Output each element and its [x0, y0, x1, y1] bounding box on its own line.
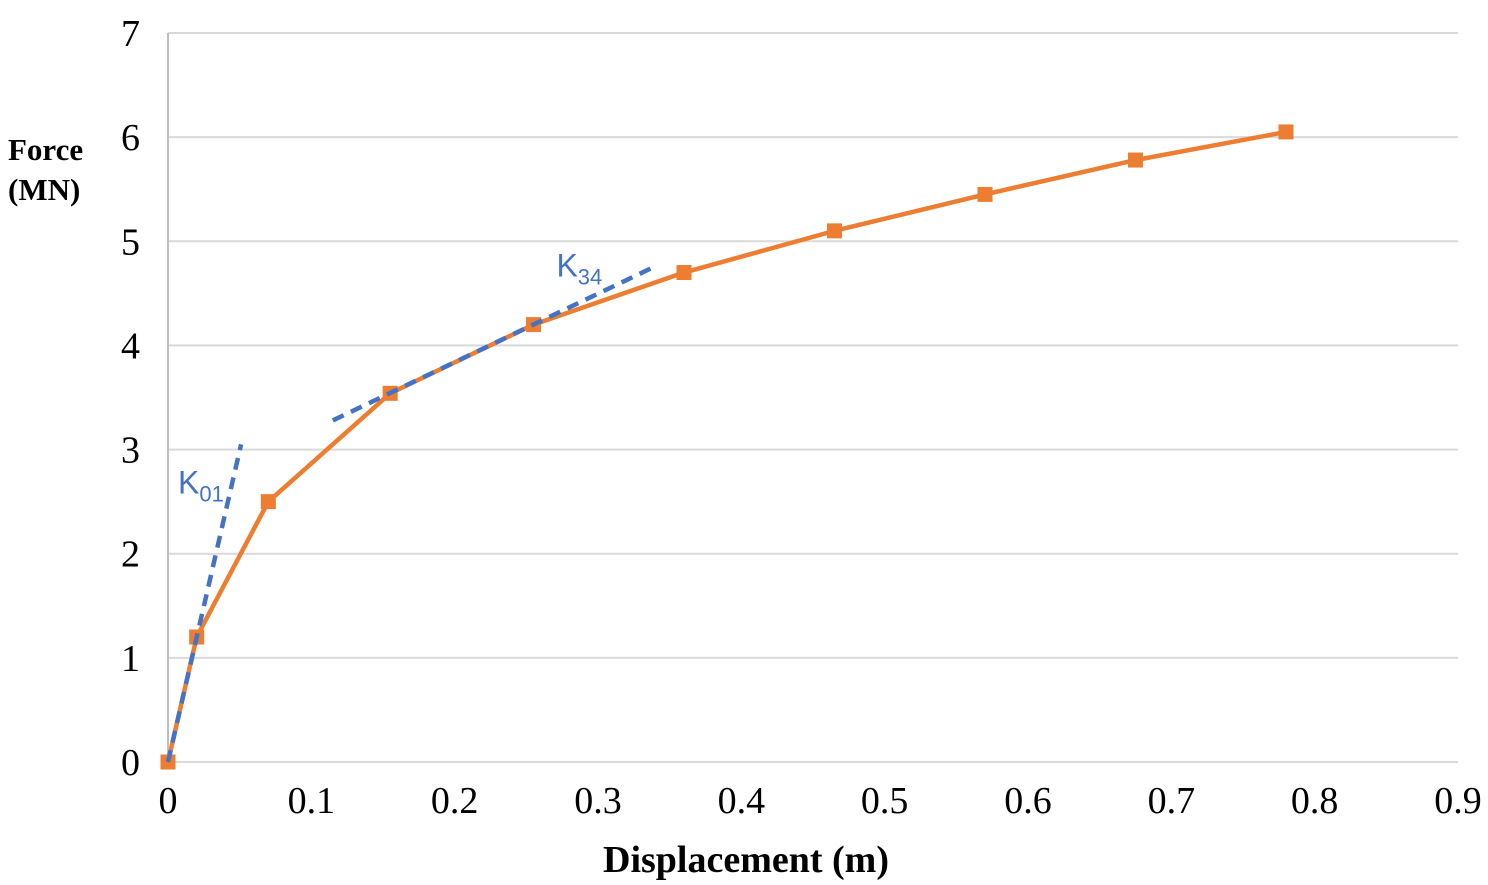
y-axis-title-line1: Force — [8, 132, 84, 167]
y-tick-label-3: 3 — [121, 430, 140, 472]
x-tick-label-0.9: 0.9 — [1434, 780, 1482, 822]
y-tick-label-6: 6 — [121, 117, 140, 159]
force-displacement-curve-marker-7 — [977, 186, 993, 202]
x-tick-label-0.1: 0.1 — [288, 780, 336, 822]
x-tick-label-0.5: 0.5 — [861, 780, 909, 822]
x-tick-label-0.4: 0.4 — [718, 780, 766, 822]
x-tick-label-0: 0 — [159, 780, 178, 822]
x-tick-label-0.6: 0.6 — [1004, 780, 1052, 822]
y-tick-label-4: 4 — [121, 325, 140, 367]
y-tick-label-0: 0 — [121, 742, 140, 784]
K01-label: K01 — [178, 464, 224, 506]
y-tick-label-1: 1 — [121, 638, 140, 680]
force-displacement-curve-marker-8 — [1128, 152, 1143, 168]
K01-initial-stiffness-tangent — [165, 443, 244, 763]
force-displacement-curve-marker-9 — [1278, 124, 1294, 140]
x-axis-title: Displacement (m) — [603, 839, 889, 881]
y-axis-title-line2: (MN) — [8, 172, 81, 207]
y-tick-label-7: 7 — [121, 13, 140, 55]
K34-label: K34 — [556, 248, 602, 290]
y-tick-label-2: 2 — [121, 534, 140, 576]
force-displacement-curve-marker-6 — [827, 223, 842, 239]
x-tick-label-0.3: 0.3 — [574, 780, 622, 822]
x-tick-label-0.7: 0.7 — [1148, 780, 1196, 822]
y-tick-label-5: 5 — [121, 221, 140, 263]
force-displacement-curve — [165, 129, 1287, 763]
x-tick-label-0.2: 0.2 — [431, 780, 479, 822]
y-axis-title: Force (MN) — [8, 130, 83, 210]
force-displacement-curve-marker-2 — [260, 494, 276, 510]
x-tick-label-0.8: 0.8 — [1291, 780, 1339, 822]
force-displacement-curve-marker-5 — [676, 265, 692, 281]
